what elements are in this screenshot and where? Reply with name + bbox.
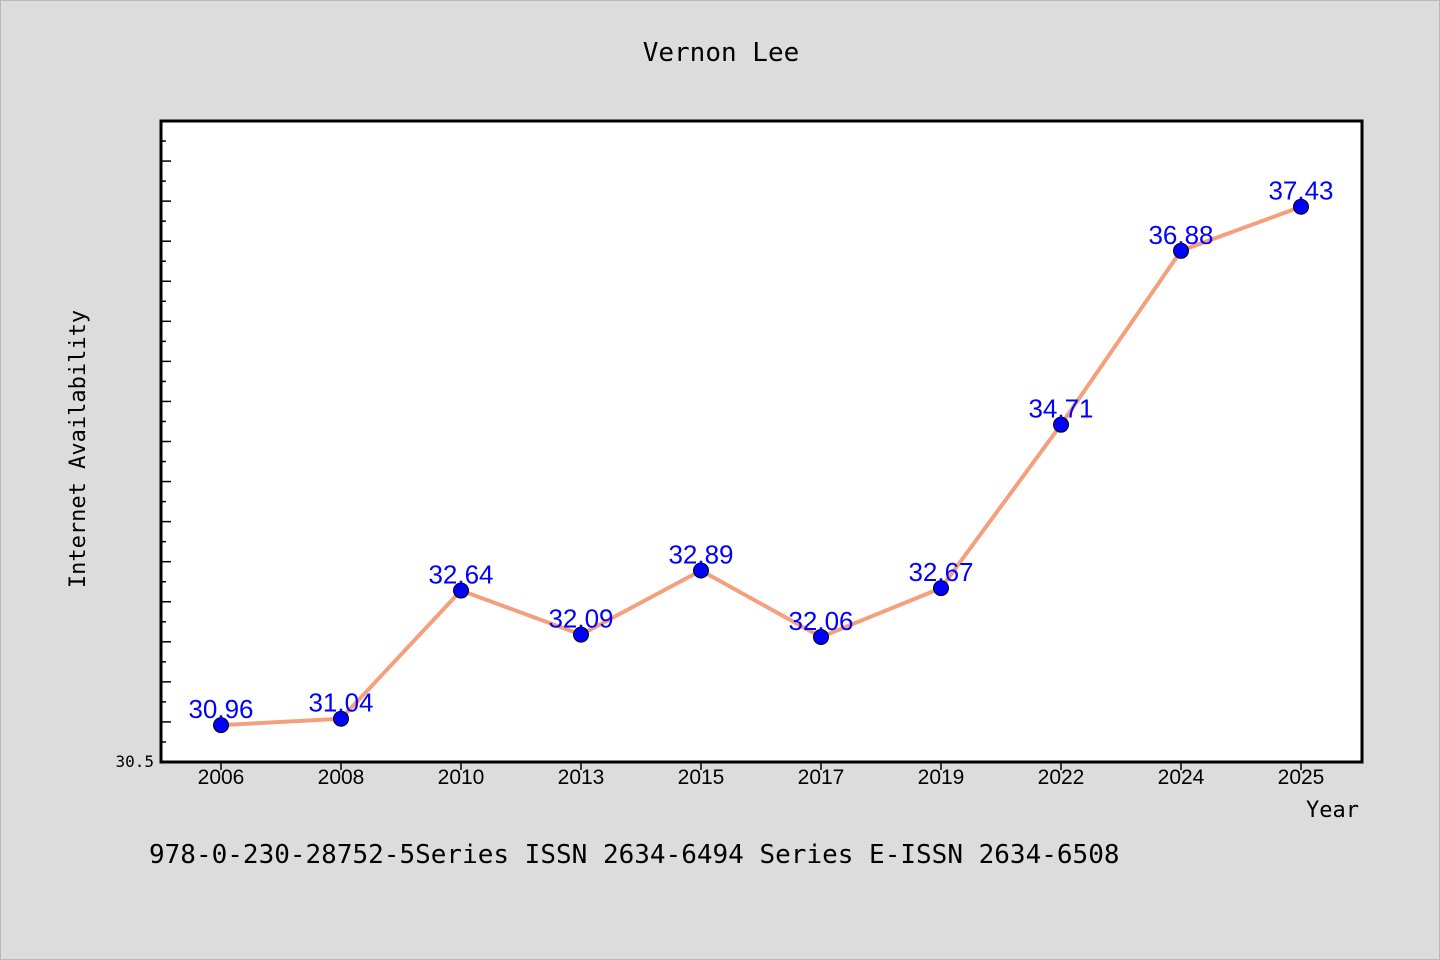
y-tick-label: 30.5 bbox=[115, 752, 154, 771]
data-value-label: 34.71 bbox=[1028, 394, 1093, 424]
data-point-marker bbox=[1173, 242, 1189, 259]
data-value-label: 37.43 bbox=[1268, 176, 1333, 206]
x-tick-label: 2022 bbox=[1038, 766, 1085, 789]
series-line bbox=[219, 204, 1303, 728]
data-point-marker bbox=[573, 626, 589, 643]
x-tick-labels: 2006 2008 2010 2013 2015 2017 2019 2022 2024 2025 bbox=[198, 766, 1325, 789]
data-point-marker bbox=[1293, 198, 1309, 215]
x-tick-label: 2025 bbox=[1278, 766, 1325, 789]
data-value-label: 32.64 bbox=[428, 560, 493, 590]
x-axis-label: Year bbox=[1306, 798, 1359, 823]
plot-area bbox=[159, 119, 1364, 764]
data-point-marker bbox=[333, 710, 349, 727]
x-tick-label: 2024 bbox=[1158, 766, 1205, 789]
data-value-label: 32.09 bbox=[548, 604, 613, 634]
data-point-marker bbox=[1053, 416, 1069, 433]
y-axis-ticks bbox=[161, 120, 171, 763]
data-value-label: 36.88 bbox=[1148, 220, 1213, 250]
data-point-marker bbox=[693, 562, 709, 579]
data-point-marker bbox=[453, 582, 469, 599]
series-line-group: 30.96 31.04 32.64 32.09 32.89 32.06 32.67 34.71… bbox=[188, 176, 1334, 734]
isbn-footer: 978-0-230-28752-5Series ISSN 2634-6494 S… bbox=[149, 840, 1120, 870]
x-tick-label: 2019 bbox=[918, 766, 965, 789]
x-tick-label: 2010 bbox=[438, 766, 485, 789]
chart-title: Vernon Lee bbox=[643, 38, 800, 68]
x-tick-label: 2006 bbox=[198, 766, 245, 789]
data-value-label: 32.06 bbox=[788, 606, 853, 636]
data-value-label: 31.04 bbox=[308, 688, 373, 718]
x-tick-label: 2008 bbox=[318, 766, 365, 789]
data-point-marker bbox=[813, 629, 829, 646]
data-point-marker bbox=[933, 580, 949, 597]
data-value-label: 30.96 bbox=[188, 694, 253, 724]
x-tick-label: 2017 bbox=[798, 766, 845, 789]
data-value-label: 32.89 bbox=[668, 540, 733, 570]
x-tick-label: 2015 bbox=[678, 766, 725, 789]
data-value-label: 32.67 bbox=[908, 557, 973, 587]
y-axis-label: Internet Availability bbox=[66, 310, 91, 588]
x-tick-label: 2013 bbox=[558, 766, 605, 789]
data-point-marker bbox=[213, 717, 229, 734]
x-axis-ticks bbox=[220, 762, 1302, 770]
